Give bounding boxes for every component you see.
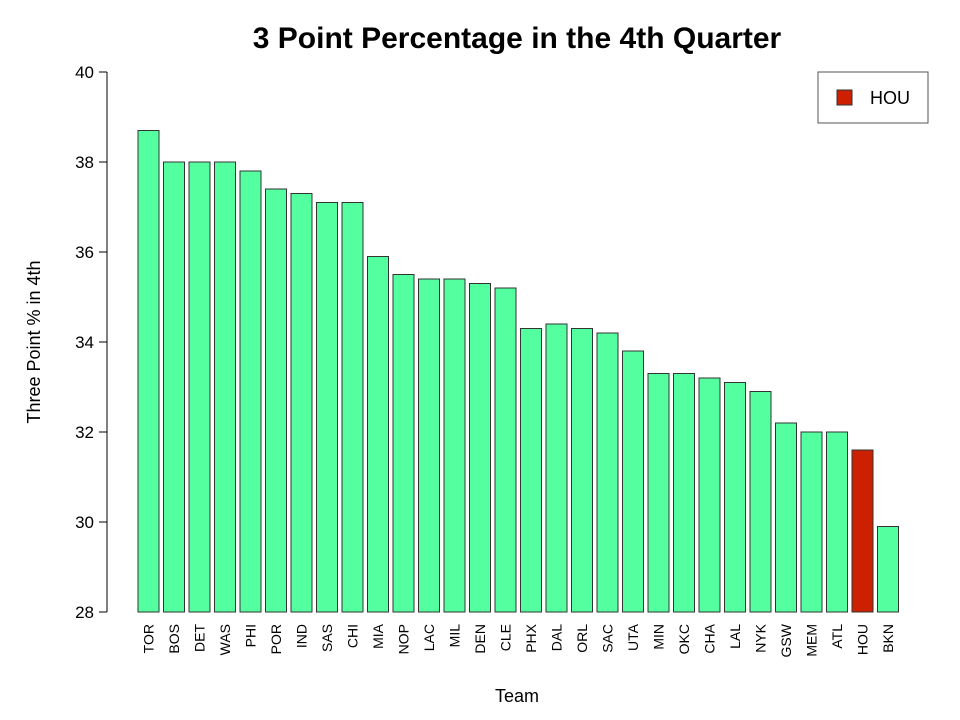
bar-den — [469, 283, 491, 613]
x-tick-label-uta: UTA — [625, 623, 641, 651]
bar-hou — [851, 449, 874, 613]
x-tick-label-hou: HOU — [855, 624, 871, 655]
bar-min — [647, 373, 670, 613]
x-tick-label-mia: MIA — [370, 623, 386, 649]
x-tick-label-tor: TOR — [141, 624, 157, 653]
bar-cle — [494, 287, 517, 613]
bar-okc — [673, 373, 695, 613]
x-tick-label-phx: PHX — [523, 623, 539, 652]
x-tick-label-sas: SAS — [319, 624, 335, 652]
x-tick-label-nyk: NYK — [753, 623, 769, 652]
x-tick-label-bos: BOS — [166, 624, 182, 654]
bar-mil — [443, 278, 466, 613]
y-axis: 28 30 32 34 36 38 40 — [75, 63, 108, 622]
bar-nyk — [749, 391, 772, 613]
x-tick-label-mil: MIL — [447, 624, 463, 648]
bar-orl — [571, 328, 593, 613]
y-tick-label: 40 — [75, 63, 94, 82]
x-axis-label: Team — [495, 686, 539, 706]
x-tick-label-dal: DAL — [549, 624, 565, 651]
x-tick-label-okc: OKC — [676, 624, 692, 654]
x-tick-label-den: DEN — [472, 624, 488, 654]
legend-box — [817, 71, 929, 124]
x-axis-tick-labels: TOR BOS DET WAS PHI POR IND SAS CHI MIA NOP LAC MIL D… — [141, 623, 897, 657]
bar-atl — [826, 431, 848, 613]
x-tick-label-cha: CHA — [702, 623, 718, 653]
bars — [137, 130, 899, 613]
bar-sas — [316, 202, 338, 613]
x-tick-label-gsw: GSW — [778, 623, 794, 657]
bar-uta — [622, 350, 644, 613]
bar-phi — [239, 170, 262, 613]
y-axis-label: Three Point % in 4th — [24, 260, 44, 423]
x-tick-label-mem: MEM — [804, 624, 820, 657]
x-tick-label-sac: SAC — [600, 624, 616, 653]
bar-lac — [418, 278, 440, 613]
x-tick-label-ind: IND — [294, 624, 310, 648]
x-tick-label-det: DET — [192, 624, 208, 652]
y-tick-label: 38 — [75, 153, 94, 172]
bar-chi — [341, 202, 364, 613]
bar-mem — [800, 431, 823, 613]
y-tick-label: 30 — [75, 513, 94, 532]
legend: HOU — [817, 71, 929, 124]
x-tick-label-atl: ATL — [829, 624, 845, 649]
x-tick-label-min: MIN — [651, 624, 667, 650]
bar-tor — [137, 130, 160, 613]
x-tick-label-bkn: BKN — [880, 624, 896, 653]
legend-swatch — [836, 89, 853, 106]
y-tick-label: 36 — [75, 243, 94, 262]
y-tick-label: 32 — [75, 423, 94, 442]
bar-ind — [290, 193, 313, 613]
x-tick-label-nop: NOP — [396, 624, 412, 654]
bar-dal — [545, 323, 568, 613]
x-tick-label-was: WAS — [217, 624, 233, 655]
bar-cha — [698, 377, 721, 613]
bar-lal — [724, 382, 746, 613]
bar-por — [265, 188, 287, 613]
bar-bos — [163, 161, 185, 613]
bar-mia — [367, 256, 389, 613]
x-tick-label-lal: LAL — [727, 624, 743, 649]
chart-title: 3 Point Percentage in the 4th Quarter — [253, 22, 782, 55]
bar-phx — [520, 328, 542, 613]
bar-nop — [392, 274, 415, 613]
x-tick-label-phi: PHI — [243, 624, 259, 647]
x-tick-label-orl: ORL — [574, 624, 590, 653]
bar-gsw — [775, 422, 797, 613]
x-tick-label-cle: CLE — [498, 624, 514, 651]
x-tick-label-lac: LAC — [421, 624, 437, 651]
y-tick-label: 34 — [75, 333, 94, 352]
x-tick-label-por: POR — [268, 624, 284, 654]
bar-bkn — [877, 526, 899, 613]
legend-entry-label: HOU — [870, 88, 910, 108]
x-tick-label-chi: CHI — [345, 624, 361, 648]
bar-det — [188, 161, 211, 613]
y-tick-label: 28 — [75, 603, 94, 622]
bar-was — [214, 161, 236, 613]
bar-sac — [596, 332, 619, 613]
